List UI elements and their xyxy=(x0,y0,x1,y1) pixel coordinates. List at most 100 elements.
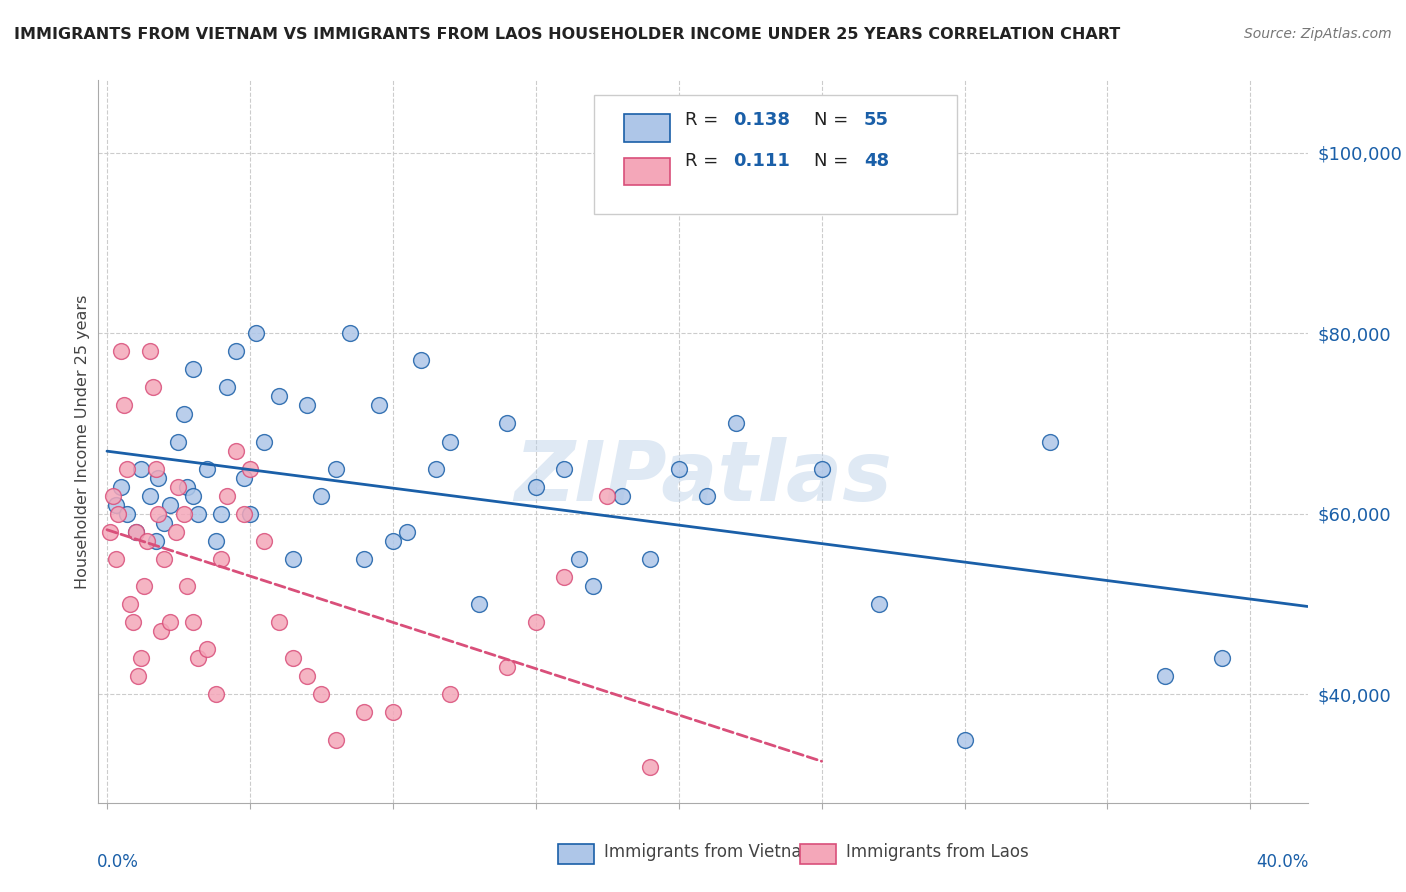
Point xyxy=(195,642,218,657)
Point xyxy=(225,443,247,458)
Point xyxy=(112,398,135,412)
Point xyxy=(281,552,304,566)
Point xyxy=(159,615,181,630)
Point xyxy=(381,533,404,548)
Point xyxy=(582,579,605,593)
Point xyxy=(724,417,747,431)
Point xyxy=(121,615,143,630)
Point xyxy=(696,489,718,503)
Point xyxy=(181,362,204,376)
Point xyxy=(159,498,181,512)
Point xyxy=(668,461,690,475)
Point xyxy=(101,489,124,503)
Text: 0.138: 0.138 xyxy=(734,111,790,129)
Text: R =: R = xyxy=(685,153,730,170)
Point xyxy=(233,471,256,485)
Point xyxy=(110,480,132,494)
Point xyxy=(1039,434,1062,449)
Text: Immigrants from Laos: Immigrants from Laos xyxy=(845,843,1028,861)
Point xyxy=(239,507,262,521)
FancyBboxPatch shape xyxy=(624,158,671,185)
Text: 0.111: 0.111 xyxy=(734,153,790,170)
Point xyxy=(425,461,447,475)
Text: 40.0%: 40.0% xyxy=(1257,854,1309,871)
Point xyxy=(353,706,375,720)
Point xyxy=(325,732,347,747)
Point xyxy=(596,489,619,503)
Point xyxy=(267,389,290,403)
Point xyxy=(311,687,333,701)
Point xyxy=(115,507,138,521)
Point xyxy=(439,434,461,449)
Point xyxy=(148,507,170,521)
Point xyxy=(568,552,591,566)
Point xyxy=(136,533,159,548)
Point xyxy=(98,524,121,539)
Point xyxy=(139,489,162,503)
Point xyxy=(1153,669,1175,683)
Point xyxy=(553,461,575,475)
Point xyxy=(115,461,138,475)
Text: Source: ZipAtlas.com: Source: ZipAtlas.com xyxy=(1244,27,1392,41)
Point xyxy=(176,480,198,494)
Point xyxy=(253,434,276,449)
Point xyxy=(411,353,433,368)
Point xyxy=(353,552,375,566)
Point xyxy=(339,326,361,341)
Point xyxy=(181,615,204,630)
Point xyxy=(295,669,318,683)
Point xyxy=(467,597,489,611)
Point xyxy=(181,489,204,503)
Point xyxy=(311,489,333,503)
Point xyxy=(167,480,190,494)
Point xyxy=(145,533,167,548)
Point xyxy=(187,507,209,521)
Point xyxy=(295,398,318,412)
Point xyxy=(209,552,232,566)
Text: IMMIGRANTS FROM VIETNAM VS IMMIGRANTS FROM LAOS HOUSEHOLDER INCOME UNDER 25 YEAR: IMMIGRANTS FROM VIETNAM VS IMMIGRANTS FR… xyxy=(14,27,1121,42)
Point xyxy=(107,507,129,521)
Point xyxy=(245,326,267,341)
Point xyxy=(367,398,389,412)
Point xyxy=(253,533,276,548)
Point xyxy=(553,570,575,584)
Y-axis label: Householder Income Under 25 years: Householder Income Under 25 years xyxy=(75,294,90,589)
Point xyxy=(239,461,262,475)
Point xyxy=(153,516,176,530)
Point xyxy=(124,524,146,539)
Text: N =: N = xyxy=(814,153,855,170)
Text: Immigrants from Vietnam: Immigrants from Vietnam xyxy=(603,843,818,861)
Text: R =: R = xyxy=(685,111,724,129)
Point xyxy=(167,434,190,449)
Point xyxy=(104,552,127,566)
Point xyxy=(1211,651,1233,665)
FancyBboxPatch shape xyxy=(595,95,957,214)
Point xyxy=(524,615,547,630)
Point xyxy=(610,489,633,503)
Point xyxy=(142,380,165,394)
Point xyxy=(187,651,209,665)
Point xyxy=(439,687,461,701)
Point xyxy=(325,461,347,475)
Point xyxy=(396,524,419,539)
Text: 48: 48 xyxy=(863,153,889,170)
Point xyxy=(496,417,519,431)
Point xyxy=(134,579,156,593)
Point xyxy=(129,461,152,475)
Point xyxy=(173,408,195,422)
Point xyxy=(124,524,146,539)
Point xyxy=(496,660,519,674)
Point xyxy=(110,344,132,359)
Point xyxy=(868,597,890,611)
Point xyxy=(281,651,304,665)
Point xyxy=(638,760,661,774)
Point xyxy=(195,461,218,475)
Text: 0.0%: 0.0% xyxy=(97,854,139,871)
Point xyxy=(129,651,152,665)
FancyBboxPatch shape xyxy=(624,114,671,142)
Point xyxy=(153,552,176,566)
Point xyxy=(139,344,162,359)
Point xyxy=(150,624,173,639)
FancyBboxPatch shape xyxy=(558,844,595,864)
Point xyxy=(165,524,187,539)
